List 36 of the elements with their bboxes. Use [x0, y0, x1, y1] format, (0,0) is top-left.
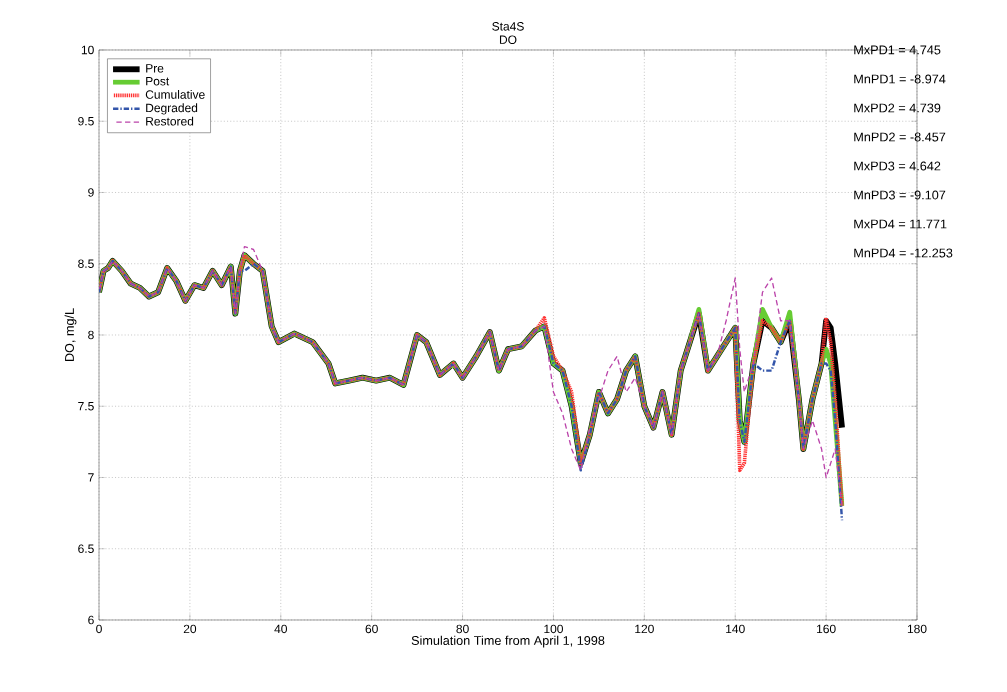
y-tick-label: 10 [81, 45, 94, 55]
annotation: MnPD2 = -8.457 [854, 132, 946, 142]
y-axis-title: DO, mg/L [64, 308, 77, 362]
x-tick-label: 140 [726, 624, 745, 634]
x-tick-label: 80 [456, 624, 469, 634]
x-tick-label: 160 [817, 624, 836, 634]
chart-subtitle: DO [499, 35, 517, 44]
annotation: MnPD3 = -9.107 [854, 190, 946, 200]
y-tick-label: 7.5 [78, 402, 94, 411]
y-tick-label: 8 [88, 330, 94, 340]
annotation: MxPD1 = 4.745 [854, 45, 941, 55]
legend-label: Pre [146, 64, 164, 73]
y-tick-label: 6.5 [78, 544, 94, 553]
x-tick-label: 0 [96, 624, 102, 634]
x-tick-label: 100 [544, 624, 563, 634]
legend-label: Post [146, 77, 170, 86]
annotation: MnPD4 = -12.253 [854, 248, 953, 258]
x-tick-label: 40 [274, 624, 287, 634]
y-tick-label: 6 [88, 615, 94, 625]
y-tick-label: 9.5 [78, 116, 94, 126]
annotation: MnPD1 = -8.974 [854, 74, 946, 84]
chart-title: Sta4S [492, 22, 524, 31]
annotation: MxPD4 = 11.771 [854, 219, 947, 229]
y-tick-label: 7 [88, 473, 94, 482]
annotation: MxPD3 = 4.642 [854, 161, 941, 171]
legend-label: Restored [146, 116, 194, 126]
legend-label: Cumulative [145, 89, 205, 99]
x-axis-title: Simulation Time from April 1, 1998 [411, 635, 605, 648]
x-tick-label: 180 [907, 624, 927, 634]
x-tick-label: 20 [183, 624, 197, 634]
y-tick-label: 9 [88, 188, 94, 197]
y-tick-label: 8.5 [78, 259, 94, 268]
annotation: MxPD2 = 4.739 [854, 103, 941, 113]
x-tick-label: 60 [365, 624, 378, 634]
legend-label: Degraded [146, 103, 198, 115]
x-tick-label: 120 [635, 624, 654, 634]
